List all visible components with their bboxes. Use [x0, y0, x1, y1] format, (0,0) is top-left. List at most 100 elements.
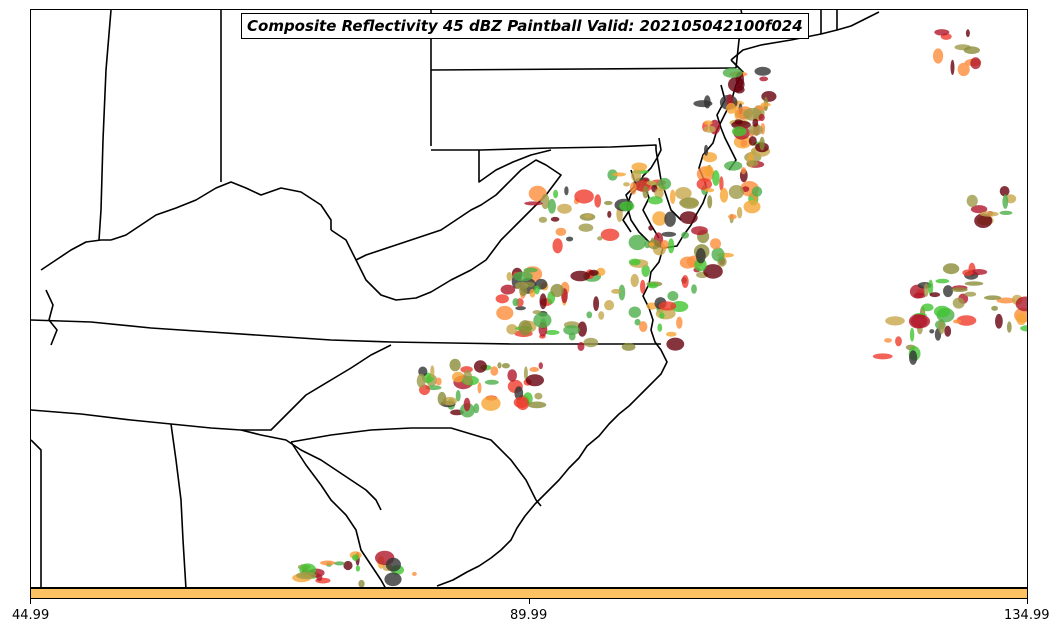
- state-border-de: [655, 149, 682, 221]
- reflectivity-blob: [934, 305, 951, 318]
- reflectivity-blob: [726, 102, 737, 114]
- reflectivity-blob: [935, 278, 950, 284]
- reflectivity-blob: [748, 136, 757, 146]
- reflectivity-blob: [953, 319, 962, 324]
- state-border-pa-south: [431, 144, 657, 151]
- reflectivity-blob: [957, 62, 970, 77]
- colorbar-label-max: 134.99: [1004, 608, 1050, 623]
- colorbar-tick-mid: [529, 599, 530, 604]
- reflectivity-blob: [970, 205, 988, 214]
- state-border-tn-nc: [240, 429, 382, 511]
- reflectivity-blob: [553, 189, 559, 199]
- reflectivity-blob: [736, 206, 743, 219]
- reflectivity-blob: [950, 59, 955, 75]
- reflectivity-blob: [607, 169, 618, 181]
- reflectivity-blob: [577, 321, 587, 337]
- reflectivity-blob: [642, 177, 650, 182]
- reflectivity-blob: [586, 311, 593, 319]
- reflectivity-blob: [538, 216, 548, 223]
- reflectivity-blob: [639, 321, 648, 333]
- reflectivity-blob: [334, 561, 345, 566]
- reflectivity-blob: [703, 264, 723, 279]
- reflectivity-blob: [1015, 296, 1027, 312]
- reflectivity-blob: [748, 124, 763, 136]
- reflectivity-blob: [719, 187, 729, 203]
- reflectivity-blob: [703, 125, 716, 133]
- reflectivity-blob: [384, 572, 402, 587]
- reflectivity-blob: [691, 284, 697, 294]
- reflectivity-blob: [681, 275, 689, 288]
- reflectivity-blob: [588, 269, 599, 276]
- reflectivity-blob: [991, 305, 998, 311]
- reflectivity-blob: [984, 295, 1002, 301]
- reflectivity-blob: [501, 363, 510, 369]
- reflectivity-blob: [430, 365, 435, 379]
- reflectivity-blob: [524, 201, 543, 206]
- map-title: Composite Reflectivity 45 dBZ Paintball …: [241, 13, 809, 39]
- reflectivity-blob: [583, 337, 599, 348]
- reflectivity-blob: [600, 228, 620, 241]
- reflectivity-blob: [719, 176, 724, 191]
- reflectivity-blob: [752, 118, 759, 127]
- reflectivity-blob: [965, 29, 970, 38]
- reflectivity-blob: [884, 338, 892, 343]
- reflectivity-blob: [621, 342, 636, 351]
- reflectivity-blob: [910, 314, 931, 329]
- reflectivity-blob: [681, 231, 689, 239]
- reflectivity-blob: [539, 293, 547, 310]
- reflectivity-blob: [619, 201, 635, 212]
- reflectivity-blobs: [292, 29, 1027, 587]
- reflectivity-blob: [679, 197, 699, 208]
- reflectivity-blob: [496, 305, 514, 321]
- reflectivity-blob: [648, 225, 654, 231]
- reflectivity-blob: [607, 210, 612, 218]
- reflectivity-blob: [513, 396, 529, 408]
- reflectivity-blob: [596, 267, 606, 276]
- reflectivity-blob: [707, 195, 713, 209]
- reflectivity-blob: [995, 313, 1003, 329]
- reflectivity-blob: [703, 165, 714, 177]
- coastline: [436, 59, 744, 587]
- reflectivity-blob: [724, 161, 743, 171]
- reflectivity-blob: [477, 382, 482, 394]
- reflectivity-blob: [533, 312, 552, 328]
- reflectivity-blob: [666, 337, 685, 351]
- reflectivity-blob: [872, 353, 893, 360]
- reflectivity-blob: [566, 236, 574, 242]
- reflectivity-blob: [515, 306, 526, 311]
- reflectivity-blob: [564, 186, 569, 196]
- reflectivity-blob: [754, 66, 771, 76]
- reflectivity-blob: [962, 269, 974, 276]
- reflectivity-blob: [629, 182, 637, 195]
- reflectivity-blob: [675, 187, 692, 200]
- map-canvas: [31, 10, 1027, 587]
- reflectivity-blob: [512, 298, 519, 307]
- reflectivity-blob: [952, 297, 965, 309]
- reflectivity-blob: [598, 311, 605, 320]
- reflectivity-blob: [974, 213, 993, 228]
- reflectivity-blob: [507, 369, 517, 382]
- reflectivity-blob: [570, 270, 590, 282]
- reflectivity-blob: [909, 350, 918, 365]
- reflectivity-blob: [527, 401, 547, 409]
- reflectivity-blob: [712, 170, 720, 186]
- reflectivity-blob: [761, 91, 777, 102]
- reflectivity-blob: [660, 240, 669, 250]
- reflectivity-blob: [437, 391, 447, 406]
- reflectivity-blob: [657, 323, 663, 332]
- reflectivity-blob: [563, 325, 580, 336]
- reflectivity-blob: [320, 560, 336, 566]
- reflectivity-blob: [519, 286, 528, 297]
- reflectivity-blob: [518, 320, 532, 336]
- state-border-sc-ga: [290, 441, 386, 587]
- reflectivity-blob: [631, 169, 642, 182]
- reflectivity-blob: [760, 102, 771, 107]
- reflectivity-blob: [658, 301, 677, 311]
- reflectivity-blob: [525, 374, 544, 387]
- state-border-nc-sc: [290, 427, 542, 507]
- reflectivity-blob: [630, 273, 639, 288]
- colorbar-label-min: 44.99: [12, 608, 50, 623]
- reflectivity-blob: [703, 95, 711, 109]
- reflectivity-blob: [943, 285, 953, 298]
- state-border-al-ga: [170, 423, 187, 587]
